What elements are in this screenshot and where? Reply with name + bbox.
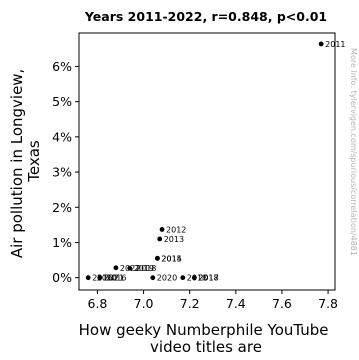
annotation-label: 2016 [106,274,126,283]
annotation-label: 2018 [198,274,218,283]
x-axis-label: How geeky Numberphile YouTube video titl… [79,321,334,356]
data-point [157,236,163,242]
data-point-label: 2019 [134,264,154,273]
data-point-label: 2015 [161,254,181,263]
data-point [150,275,156,281]
x-tick-label: 7.8 [318,296,338,311]
y-tick-label: 6% [52,59,72,74]
y-tick-label: 4% [52,129,72,144]
data-point-label: 2022 [120,264,140,273]
data-point [127,265,133,271]
data-point [180,275,186,281]
x-tick-label: 7.6 [272,296,292,311]
data-point-label: 2016 [92,274,112,283]
data-point [85,275,91,281]
data-point-label: 2011 [325,40,345,49]
x-axis-label-line-2: video titles are [150,338,262,356]
data-point [155,255,160,261]
y-tick-label: 2% [52,200,72,215]
data-point-label: 2020 [157,274,177,283]
data-point-label: 2018 [187,274,207,283]
y-tick-label: 5% [52,94,72,109]
data-point [159,227,165,232]
watermark: More info: tylervigen.com/spurious/corre… [349,48,358,256]
y-axis-label-line-2: Texas [25,140,43,183]
y-axis-label: Air pollution in Longview, Texas [8,64,43,258]
data-point-label: 2014 [161,254,181,263]
chart-title: Years 2011-2022, r=0.848, p<0.01 [84,9,327,24]
data-point [113,265,119,271]
y-tick-label: 3% [52,165,72,180]
y-tick-label: 1% [52,235,72,250]
annotation-label: 2018 [136,264,156,273]
data-point-label: 2021 [104,274,124,283]
y-axis-label-line-1: Air pollution in Longview, [8,69,26,258]
y-axis-ticks: 0% 1% 2% 3% 4% 5% 6% [52,59,79,285]
x-axis-ticks: 6.8 7.0 7.2 7.4 7.6 7.8 [88,290,338,311]
x-tick-label: 6.8 [88,296,108,311]
data-point-label: 2013 [164,235,184,244]
data-point-label: 2012 [166,225,186,234]
x-tick-label: 7.4 [226,296,246,311]
annotation-labels: 2010 2018 2016 2018 [97,264,219,283]
data-point [191,275,197,281]
data-point [97,275,103,281]
x-tick-label: 7.2 [180,296,200,311]
data-point-label: 2017 [198,274,218,283]
x-axis-label-line-1: How geeky Numberphile YouTube [79,321,329,339]
y-tick-label: 0% [52,270,72,285]
data-point [318,41,324,47]
annotation-label: 2010 [97,274,117,283]
plot-frame [78,32,336,291]
x-tick-label: 7.0 [134,296,154,311]
